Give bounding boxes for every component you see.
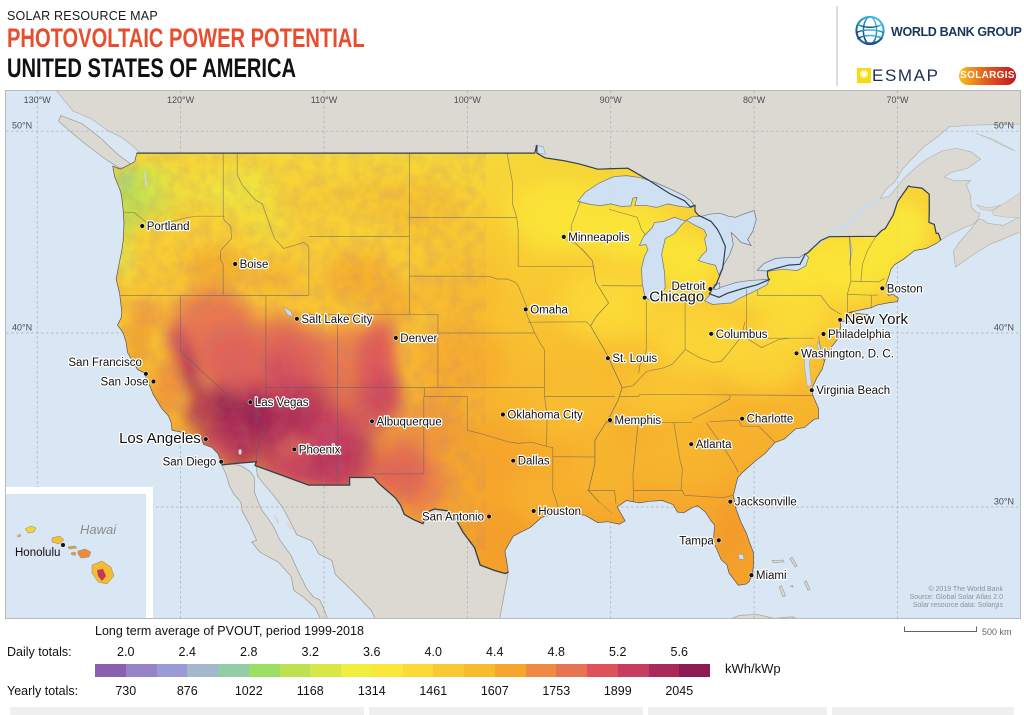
- svg-text:Oklahoma City: Oklahoma City: [507, 410, 583, 422]
- svg-text:130°W: 130°W: [24, 95, 52, 105]
- svg-text:Albuquerque: Albuquerque: [377, 416, 442, 428]
- svg-text:St. Louis: St. Louis: [612, 353, 657, 365]
- svg-text:Tampa: Tampa: [679, 535, 714, 547]
- svg-text:San Francisco: San Francisco: [68, 357, 142, 369]
- svg-text:Portland: Portland: [147, 221, 190, 233]
- svg-text:Philadelphia: Philadelphia: [828, 329, 891, 341]
- svg-text:30°N: 30°N: [994, 497, 1014, 507]
- svg-text:Los Angeles: Los Angeles: [119, 430, 201, 447]
- svg-text:Boise: Boise: [240, 259, 269, 271]
- svg-text:Charlotte: Charlotte: [747, 414, 794, 426]
- svg-text:80°W: 80°W: [743, 95, 766, 105]
- svg-text:Columbus: Columbus: [716, 329, 768, 341]
- svg-text:40°N: 40°N: [994, 323, 1014, 333]
- svg-text:50°N: 50°N: [12, 121, 32, 131]
- svg-text:40°N: 40°N: [12, 323, 32, 333]
- svg-text:Chicago: Chicago: [649, 289, 704, 306]
- svg-text:90°W: 90°W: [600, 95, 623, 105]
- svg-text:100°W: 100°W: [454, 95, 482, 105]
- svg-text:Omaha: Omaha: [530, 304, 568, 316]
- svg-text:Dallas: Dallas: [518, 456, 550, 468]
- svg-text:Phoenix: Phoenix: [299, 444, 341, 456]
- svg-text:500 km: 500 km: [982, 627, 1012, 637]
- svg-text:Las Vegas: Las Vegas: [255, 397, 309, 409]
- svg-text:120°W: 120°W: [167, 95, 195, 105]
- svg-text:Atlanta: Atlanta: [696, 439, 732, 451]
- svg-text:Memphis: Memphis: [615, 415, 662, 427]
- svg-text:San Diego: San Diego: [163, 457, 217, 469]
- svg-text:San Jose: San Jose: [101, 377, 149, 389]
- svg-text:Hawai: Hawai: [80, 522, 117, 537]
- svg-text:Source: Global Solar Atlas 2.0: Source: Global Solar Atlas 2.0: [910, 594, 1003, 601]
- svg-text:Miami: Miami: [756, 570, 787, 582]
- svg-text:San Antonio: San Antonio: [422, 512, 484, 524]
- svg-text:Honolulu: Honolulu: [15, 547, 60, 559]
- svg-text:© 2019 The World Bank: © 2019 The World Bank: [928, 585, 1003, 593]
- svg-text:Salt Lake City: Salt Lake City: [301, 314, 372, 326]
- svg-text:Boston: Boston: [887, 283, 923, 295]
- svg-text:Washington, D. C.: Washington, D. C.: [801, 348, 894, 360]
- svg-text:50°N: 50°N: [994, 121, 1014, 131]
- svg-text:Virginia Beach: Virginia Beach: [816, 385, 890, 397]
- svg-text:Houston: Houston: [538, 506, 581, 518]
- svg-text:Minneapolis: Minneapolis: [568, 232, 630, 244]
- svg-text:Solar resource data: Solargis: Solar resource data: Solargis: [913, 602, 1004, 609]
- svg-text:Denver: Denver: [400, 333, 437, 345]
- svg-text:Jacksonville: Jacksonville: [735, 497, 797, 509]
- svg-text:110°W: 110°W: [311, 95, 338, 105]
- svg-text:70°W: 70°W: [886, 95, 909, 105]
- svg-text:Detroit: Detroit: [672, 281, 707, 293]
- svg-text:New York: New York: [845, 311, 909, 328]
